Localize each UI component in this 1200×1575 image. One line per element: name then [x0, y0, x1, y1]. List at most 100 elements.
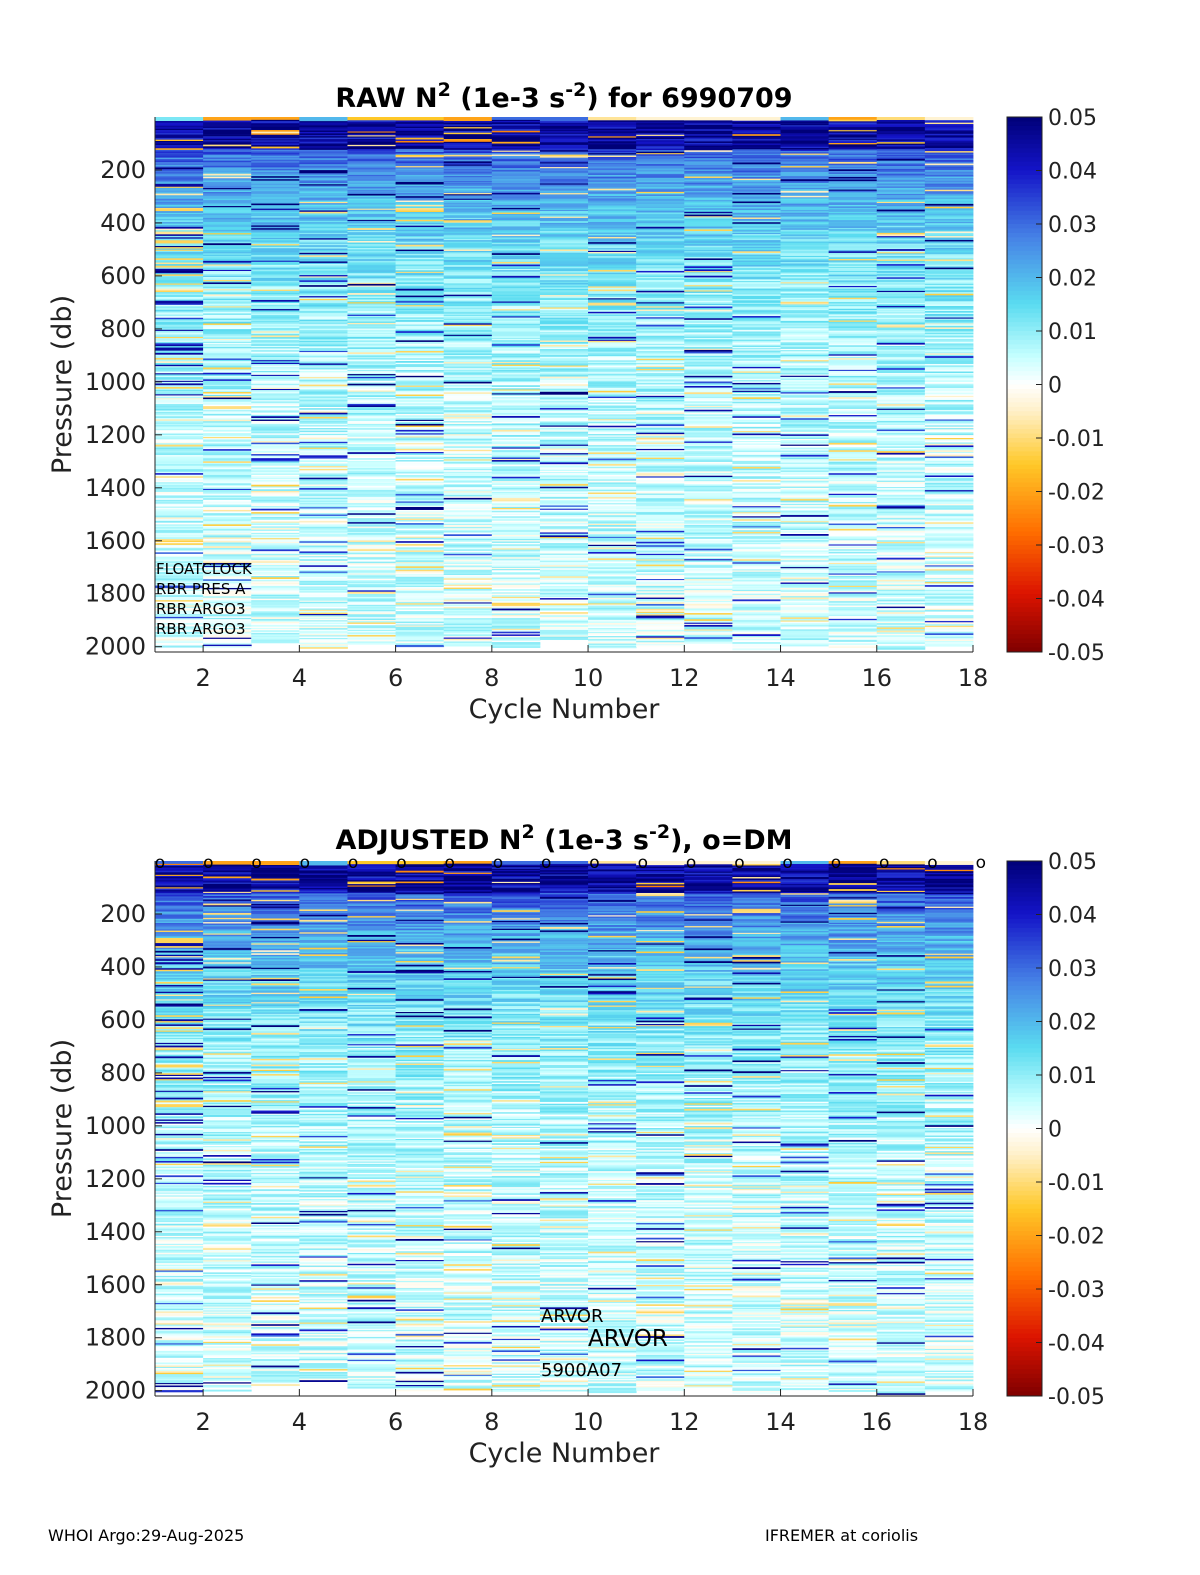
heatmap-cell — [203, 522, 252, 525]
heatmap-cell — [780, 429, 830, 431]
heatmap-cell — [155, 319, 204, 321]
heatmap-cell — [732, 541, 781, 544]
heatmap-cell — [155, 349, 204, 352]
heatmap-cell — [491, 161, 541, 164]
heatmap-cell — [347, 366, 396, 368]
heatmap-cell — [684, 169, 733, 172]
heatmap-cell — [443, 381, 493, 384]
heatmap-cell — [588, 508, 637, 511]
heatmap-cell — [203, 633, 252, 636]
heatmap-cell — [251, 353, 300, 355]
heatmap-cell — [443, 546, 493, 548]
heatmap-cell — [203, 416, 252, 419]
heatmap-cell — [684, 272, 733, 274]
heatmap-cell — [780, 371, 830, 374]
heatmap-cell — [251, 420, 300, 424]
heatmap-cell — [491, 506, 541, 509]
heatmap-cell — [347, 520, 396, 523]
heatmap-cell — [203, 476, 252, 479]
heatmap-cell — [491, 472, 541, 475]
heatmap-cell — [347, 319, 396, 322]
heatmap-cell — [780, 157, 830, 160]
heatmap-cell — [299, 340, 348, 343]
heatmap-cell — [443, 331, 493, 334]
heatmap-cell — [491, 388, 541, 390]
heatmap-cell — [491, 560, 541, 563]
heatmap-cell — [299, 275, 348, 277]
heatmap-cell — [732, 214, 781, 217]
heatmap-column-cycle-10 — [588, 117, 637, 650]
heatmap-cell — [155, 530, 204, 532]
heatmap-cell — [780, 222, 830, 225]
heatmap-cell — [732, 504, 781, 507]
heatmap-cell — [636, 342, 685, 345]
heatmap-cell — [684, 581, 733, 584]
heatmap-cell — [443, 547, 493, 550]
heatmap-cell — [203, 501, 252, 504]
heatmap-cell — [684, 242, 733, 245]
heatmap-cell — [491, 409, 541, 413]
heatmap-cell — [636, 190, 685, 193]
heatmap-cell — [684, 327, 733, 330]
heatmap-cell — [251, 534, 300, 536]
heatmap-cell — [299, 139, 348, 142]
heatmap-cell — [251, 444, 300, 447]
heatmap-cell — [684, 176, 733, 179]
heatmap-cell — [684, 515, 733, 517]
heatmap-cell — [443, 493, 493, 496]
heatmap-cell — [347, 200, 396, 202]
heatmap-cell — [443, 167, 493, 170]
heatmap-cell — [203, 404, 252, 407]
heatmap-cell — [395, 356, 445, 359]
heatmap-cell — [588, 554, 637, 557]
heatmap-cell — [732, 559, 781, 562]
heatmap-cell — [780, 453, 830, 456]
heatmap-cell — [732, 291, 781, 294]
heatmap-cell — [539, 313, 589, 316]
heatmap-cell — [347, 189, 396, 192]
heatmap-cell — [684, 484, 733, 487]
heatmap-cell — [780, 316, 830, 319]
heatmap-cell — [636, 273, 685, 276]
heatmap-cell — [491, 578, 541, 582]
heatmap-cell — [203, 346, 252, 349]
heatmap-cell — [251, 433, 300, 436]
heatmap-cell — [155, 154, 204, 157]
heatmap-cell — [251, 263, 300, 266]
heatmap-cell — [780, 262, 830, 264]
heatmap-cell — [155, 212, 204, 215]
heatmap-cell — [684, 416, 733, 418]
heatmap-cell — [155, 328, 204, 331]
heatmap-cell — [395, 154, 445, 157]
heatmap-cell — [588, 592, 637, 595]
heatmap-cell — [539, 293, 589, 296]
heatmap-cell — [588, 437, 637, 440]
heatmap-cell — [347, 458, 396, 461]
heatmap-cell — [539, 376, 589, 379]
heatmap-cell — [395, 433, 445, 435]
heatmap-cell — [347, 591, 396, 594]
heatmap-cell — [636, 376, 685, 379]
heatmap-cell — [395, 448, 445, 451]
heatmap-cell — [443, 333, 493, 336]
heatmap-cell — [443, 380, 493, 383]
heatmap-cell — [299, 189, 348, 192]
heatmap-cell — [780, 270, 830, 273]
heatmap-cell — [443, 512, 493, 514]
heatmap-cell — [732, 499, 781, 502]
heatmap-cell — [588, 483, 637, 486]
heatmap-cell — [539, 205, 589, 208]
heatmap-cell — [395, 181, 445, 184]
heatmap-cell — [588, 482, 637, 485]
heatmap-cell — [251, 130, 300, 133]
heatmap-cell — [251, 167, 300, 170]
heatmap-cell — [588, 394, 637, 398]
heatmap-cell — [395, 189, 445, 192]
heatmap-cell — [203, 272, 252, 275]
heatmap-cell — [395, 608, 445, 611]
heatmap-cell — [684, 135, 733, 138]
heatmap-cell — [155, 374, 204, 377]
heatmap-cell — [395, 489, 445, 492]
heatmap-cell — [588, 585, 637, 588]
heatmap-cell — [347, 380, 396, 383]
